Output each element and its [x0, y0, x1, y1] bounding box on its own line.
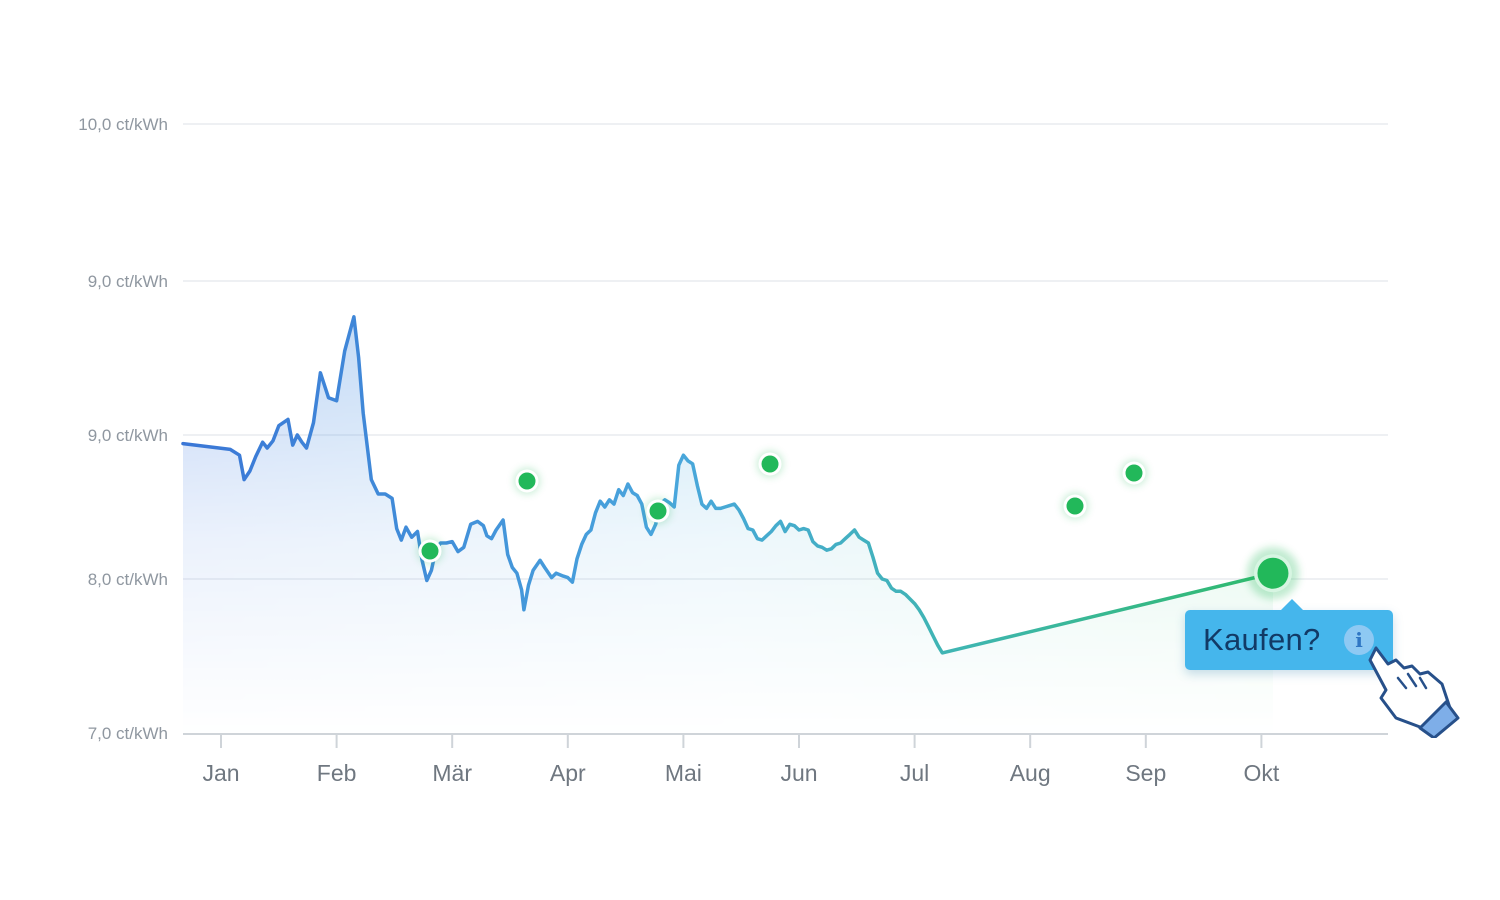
data-marker[interactable]	[1122, 461, 1146, 485]
data-marker[interactable]	[515, 469, 539, 493]
axes: Jan Feb Mär Apr Mai Jun Jul Aug Sep Okt	[183, 733, 1388, 786]
y-tick-label: 9,0 ct/kWh	[88, 272, 168, 291]
y-tick-label: 8,0 ct/kWh	[88, 570, 168, 589]
x-tick-label: Jun	[780, 760, 817, 786]
y-tick-label: 9,0 ct/kWh	[88, 426, 168, 445]
data-marker[interactable]	[1063, 494, 1087, 518]
info-icon[interactable]: i	[1344, 625, 1374, 655]
x-tick-label: Mär	[432, 760, 472, 786]
data-marker[interactable]	[646, 499, 670, 523]
series-line	[181, 315, 1275, 655]
highlight-point[interactable]	[1257, 557, 1289, 589]
y-tick-label: 10,0 ct/kWh	[78, 115, 168, 134]
x-tick-label: Aug	[1010, 760, 1051, 786]
buy-label[interactable]: Kaufen?	[1203, 622, 1321, 657]
pointing-hand-icon	[1368, 646, 1460, 738]
x-tick-label: Apr	[550, 760, 586, 786]
x-tick-label: Jul	[900, 760, 929, 786]
area-fill	[183, 316, 1273, 734]
x-tick-label: Mai	[665, 760, 702, 786]
x-tick-label: Jan	[202, 760, 239, 786]
point-markers	[417, 451, 1299, 600]
price-line	[181, 315, 1275, 655]
y-tick-label: 7,0 ct/kWh	[88, 724, 168, 743]
data-marker[interactable]	[758, 452, 782, 476]
buy-tooltip[interactable]: Kaufen? i	[1185, 599, 1393, 670]
x-tick-label: Feb	[317, 760, 357, 786]
data-marker[interactable]	[418, 539, 442, 563]
area-fill-path	[183, 316, 1273, 734]
x-tick-label: Sep	[1125, 760, 1166, 786]
x-tick-label: Okt	[1244, 760, 1280, 786]
